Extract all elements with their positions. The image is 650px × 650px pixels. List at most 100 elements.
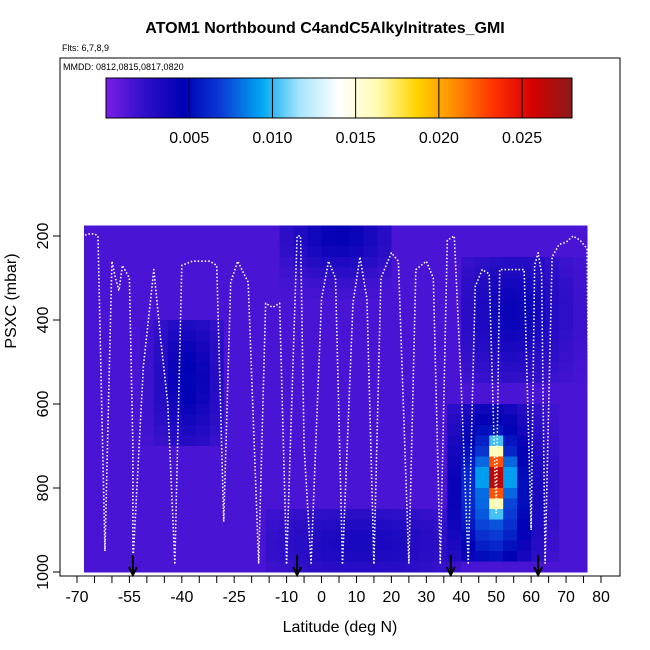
heatmap-cell [321,309,337,321]
heatmap-cell [265,477,281,489]
heatmap-cell [209,509,225,520]
heatmap-cell [293,383,309,394]
x-tick-label: -55 [118,589,141,606]
heatmap-cell [97,425,113,436]
heatmap-cell [447,341,462,352]
heatmap-cell [307,551,323,562]
heatmap-cell [195,362,211,373]
heatmap-cell [433,246,448,258]
heatmap-cell [307,257,323,268]
heatmap-cell [419,309,434,321]
x-tick-label: 60 [522,589,540,606]
heatmap-cell [489,509,504,520]
heatmap-cell [209,288,225,300]
heatmap-cell [223,351,239,363]
heatmap-cell [167,267,183,279]
heatmap-cell [503,414,518,426]
heatmap-cell [279,299,295,310]
heatmap-cell [363,309,378,321]
heatmap-cell [517,425,532,436]
heatmap-cell [503,267,518,279]
heatmap-cell [461,383,476,394]
heatmap-cell [335,404,350,415]
heatmap-cell [475,362,490,373]
heatmap-cell [489,309,504,321]
heatmap-cell [111,351,127,363]
heatmap-cell [167,330,183,342]
heatmap-cell [335,362,350,373]
heatmap-cell [181,267,197,279]
heatmap-cell [139,519,155,531]
heatmap-cell [223,561,239,573]
heatmap-cell [167,446,183,457]
flight-track [79,233,106,564]
heatmap-cell [419,488,434,499]
heatmap-cell [111,435,127,447]
heatmap-cell [167,488,183,499]
heatmap-cell [461,236,476,247]
heatmap-cell [265,288,281,300]
heatmap-cell [125,320,141,331]
heatmap-cell [209,498,225,510]
heatmap-cell [335,393,350,405]
heatmap-cell [181,456,197,468]
heatmap-cell [363,561,378,573]
heatmap-cell [237,278,253,289]
heatmap-cell [363,530,378,541]
heatmap-cell [167,225,183,237]
heatmap-cell [209,446,225,457]
heatmap-cell [195,393,211,405]
heatmap-cell [195,341,211,352]
heatmap-cell [349,309,364,321]
heatmap-cell [573,519,588,531]
heatmap-cell [531,519,546,531]
heatmap-cell [503,372,518,384]
heatmap-cell [125,435,141,447]
heatmap-cell [349,498,364,510]
heatmap-cell [251,278,267,289]
heatmap-cell [167,425,183,436]
heatmap-cell [195,309,211,321]
heatmap-cell [195,425,211,436]
heatmap-cell [503,288,518,300]
heatmap-cell [405,341,420,352]
heatmap-cell [335,225,350,237]
heatmap-cell [447,257,462,268]
heatmap-cell [97,341,113,352]
heatmap-cell [335,372,350,384]
heatmap-cell [237,372,253,384]
heatmap-cell [559,288,574,300]
heatmap-cell [573,320,588,331]
heatmap-cell [461,362,476,373]
heatmap-cell [139,551,155,562]
heatmap-cell [139,456,155,468]
heatmap-cell [545,488,560,499]
heatmap-cell [265,435,281,447]
heatmap-cell [349,477,364,489]
heatmap-cell [335,435,350,447]
heatmap-cell [517,477,532,489]
heatmap-cell [111,446,127,457]
heatmap-cell [209,257,225,268]
heatmap-cell [237,309,253,321]
heatmap-cell [433,509,448,520]
heatmap-cell [391,372,406,384]
heatmap-cell [195,404,211,415]
heatmap-cell [195,246,211,258]
heatmap-cell [559,509,574,520]
heatmap-cell [489,540,504,552]
heatmap-cell [489,519,504,531]
heatmap-cell [237,509,253,520]
heatmap-cell [391,299,406,310]
heatmap-cell [461,299,476,310]
heatmap-cell [83,299,99,310]
heatmap-cell [391,330,406,342]
heatmap-cell [391,530,406,541]
heatmap-cell [447,330,462,342]
heatmap-cell [279,351,295,363]
heatmap-cell [433,404,448,415]
heatmap-cell [517,236,532,247]
heatmap-cell [559,320,574,331]
heatmap-cell [111,267,127,279]
heatmap-cell [573,456,588,468]
